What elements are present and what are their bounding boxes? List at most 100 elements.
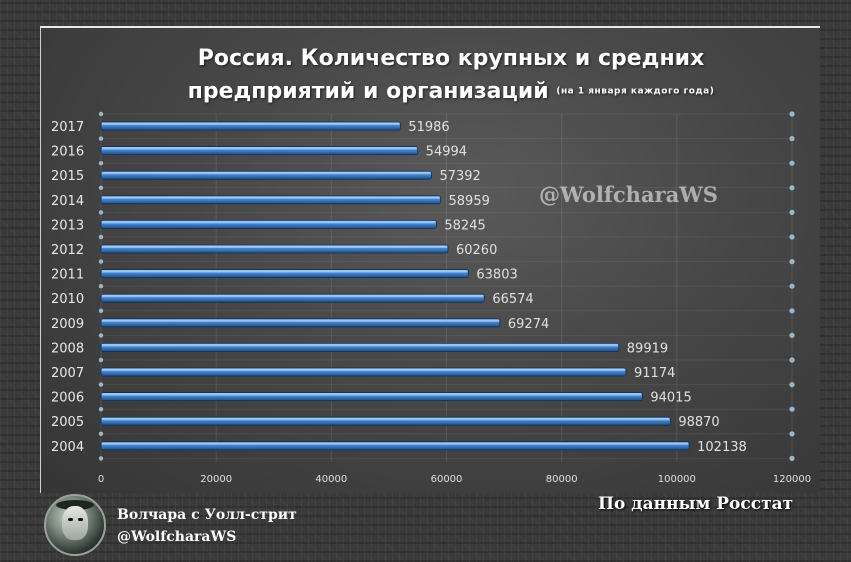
bar-2004: [100, 441, 690, 451]
bar-2010: [100, 293, 485, 303]
category-label-2016: 2016: [51, 145, 84, 160]
avatar-hat: [56, 500, 94, 510]
bar-2016: [100, 146, 419, 155]
category-label-2017: 2017: [51, 120, 84, 135]
author-avatar: [44, 494, 106, 556]
data-label-2005: 98870: [678, 415, 719, 430]
data-label-2010: 66574: [492, 292, 533, 307]
row-start-dot-4: [98, 210, 104, 215]
row-start-dot-5: [98, 234, 104, 240]
category-label-2009: 2009: [51, 317, 84, 332]
data-label-2017: 51986: [408, 120, 449, 135]
category-label-2005: 2005: [51, 415, 84, 430]
category-label-2007: 2007: [51, 366, 84, 381]
row-start-dot-11: [98, 382, 104, 387]
chart-title-line1: Россия. Количество крупных и средних: [197, 46, 705, 71]
row-start-dot-12: [98, 407, 104, 412]
bar-highlight-2006: [102, 393, 642, 396]
bar-highlight-2009: [102, 319, 499, 322]
data-label-2016: 54994: [426, 145, 467, 160]
row-start-dot-0: [98, 111, 104, 117]
avatar-eye-left: [68, 518, 73, 521]
row-end-dot-11: [789, 382, 795, 388]
row-end-dot-6: [789, 259, 795, 265]
row-start-dot-8: [98, 308, 104, 313]
bar-2006: [100, 392, 643, 402]
category-label-2008: 2008: [51, 341, 84, 356]
category-label-2011: 2011: [51, 268, 84, 283]
x-tick-label-100000: 100000: [658, 474, 696, 485]
row-end-dot-10: [789, 357, 795, 363]
bar-highlight-2010: [102, 295, 484, 298]
category-label-2004: 2004: [51, 440, 84, 455]
category-label-2012: 2012: [51, 243, 84, 258]
bar-2013: [100, 219, 437, 229]
row-start-dot-10: [98, 357, 104, 363]
row-end-dot-0: [789, 111, 795, 117]
row-start-dot-6: [98, 259, 104, 264]
bar-2005: [100, 416, 671, 426]
row-end-dot-14: [789, 455, 795, 461]
x-tick-label-120000: 120000: [773, 474, 811, 485]
author-name: Волчара с Уолл-стрит: [117, 507, 297, 523]
x-tick-label-60000: 60000: [431, 474, 463, 485]
row-end-dot-2: [789, 160, 795, 166]
bar-highlight-2007: [102, 369, 626, 371]
row-start-dot-7: [98, 284, 104, 289]
bar-2009: [100, 318, 501, 328]
chart-title-line2: предприятий и организаций: [187, 79, 549, 104]
row-start-dot-14: [98, 456, 104, 461]
author-handle: @WolfcharaWS: [117, 529, 237, 545]
bar-highlight-2017: [102, 123, 400, 125]
data-label-2015: 57392: [439, 169, 480, 184]
data-label-2011: 63803: [476, 268, 517, 283]
data-label-2006: 94015: [650, 391, 691, 406]
row-end-dot-7: [789, 283, 795, 289]
bar-2017: [100, 121, 401, 131]
data-label-2012: 60260: [456, 243, 497, 258]
bar-2008: [100, 342, 620, 352]
bar-highlight-2005: [102, 418, 670, 421]
x-tick-label-0: 0: [98, 474, 104, 485]
bar-highlight-2013: [102, 221, 436, 224]
bar-highlight-2012: [102, 246, 447, 248]
row-start-dot-2: [98, 161, 104, 166]
bar-highlight-2014: [102, 196, 440, 199]
data-label-2013: 58245: [444, 218, 485, 233]
row-end-dot-5: [789, 234, 795, 240]
row-start-dot-3: [98, 185, 104, 190]
bar-highlight-2015: [102, 172, 431, 175]
row-end-dot-9: [789, 332, 795, 338]
row-end-dot-13: [789, 431, 795, 437]
bar-2007: [100, 367, 627, 377]
data-label-2014: 58959: [449, 194, 490, 209]
bar-highlight-2011: [102, 270, 468, 273]
category-label-2013: 2013: [51, 218, 84, 233]
data-label-2007: 91174: [634, 366, 675, 381]
row-end-dot-8: [789, 308, 795, 314]
bar-2014: [100, 195, 441, 205]
bar-2012: [100, 244, 449, 254]
category-label-2006: 2006: [51, 391, 84, 406]
row-end-dot-12: [789, 406, 795, 412]
bar-chart: 2017 51986 2016 54994 2015 57392 2014 58959 2013…: [51, 111, 811, 485]
avatar-face: [62, 506, 88, 540]
avatar-eye-right: [78, 518, 83, 521]
x-tick-label-20000: 20000: [200, 474, 232, 485]
category-label-2015: 2015: [51, 169, 84, 184]
data-label-2004: 102138: [697, 440, 747, 455]
category-label-2014: 2014: [51, 194, 84, 209]
row-start-dot-9: [98, 333, 104, 338]
bar-highlight-2016: [102, 147, 417, 150]
row-start-dot-13: [98, 431, 104, 436]
bar-2011: [100, 269, 469, 279]
bar-highlight-2004: [102, 442, 689, 445]
bar-2015: [100, 170, 432, 180]
data-label-2009: 69274: [508, 317, 549, 332]
category-label-2010: 2010: [51, 292, 84, 307]
chart-panel: Россия. Количество крупных и средних пре…: [40, 26, 820, 493]
data-label-2008: 89919: [627, 341, 668, 356]
row-end-dot-1: [789, 136, 795, 142]
bar-highlight-2008: [102, 344, 618, 347]
chart-title: Россия. Количество крупных и средних пре…: [171, 42, 731, 109]
